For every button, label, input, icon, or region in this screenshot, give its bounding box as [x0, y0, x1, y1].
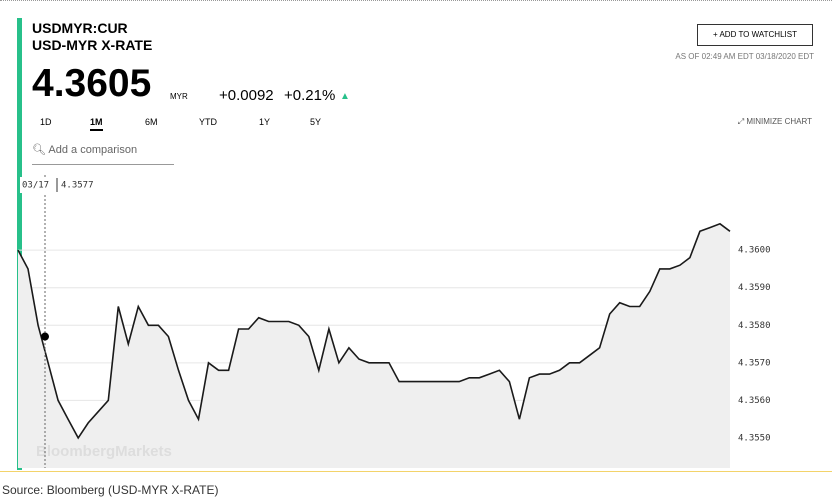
minimize-text: MINIMIZE CHART: [746, 117, 812, 126]
y-tick-label: 4.3570: [738, 358, 771, 368]
symbol: USDMYR:CUR: [32, 20, 128, 36]
accent-bar: [17, 18, 22, 470]
instrument-name: USD-MYR X-RATE: [32, 37, 153, 53]
up-arrow: ▲: [340, 91, 350, 102]
range-tab[interactable]: YTD: [199, 117, 217, 127]
comparison-placeholder: Add a comparison: [48, 144, 138, 156]
range-tab[interactable]: 1M: [90, 117, 103, 131]
as-of: AS OF 02:49 AM EDT 03/18/2020 EDT: [675, 52, 814, 61]
range-tab[interactable]: 1D: [40, 117, 52, 127]
watchlist-button[interactable]: + ADD TO WATCHLIST: [697, 24, 813, 46]
y-tick-label: 4.3600: [738, 246, 771, 256]
range-tab[interactable]: 6M: [145, 117, 158, 127]
comparison-input[interactable]: 🔍︎ Add a comparison: [32, 138, 174, 165]
change-pct: +0.21%: [284, 87, 336, 104]
hover-value: 4.3577: [61, 181, 94, 191]
y-tick-label: 4.3560: [738, 396, 771, 406]
watermark: BloombergMarkets: [36, 443, 172, 460]
hover-date: 03/17: [22, 181, 49, 191]
minimize-button[interactable]: ⤢ MINIMIZE CHART: [737, 117, 812, 126]
hover-dot: [41, 332, 49, 341]
top-border: [0, 0, 832, 1]
y-tick-label: 4.3590: [738, 283, 771, 293]
currency: MYR: [170, 92, 188, 101]
source: Source: Bloomberg (USD-MYR X-RATE): [2, 483, 219, 497]
change: +0.0092: [219, 87, 274, 104]
hover-box: [20, 177, 110, 193]
range-tab[interactable]: 1Y: [259, 117, 271, 127]
watchlist-text: ADD TO WATCHLIST: [719, 30, 797, 39]
y-tick-label: 4.3580: [738, 321, 771, 331]
price: 4.3605: [32, 62, 152, 105]
range-tab[interactable]: 5Y: [310, 117, 322, 127]
y-tick-label: 4.3550: [738, 433, 771, 443]
footer-rule: [0, 471, 832, 472]
line: [17, 222, 731, 440]
area: [18, 223, 730, 468]
